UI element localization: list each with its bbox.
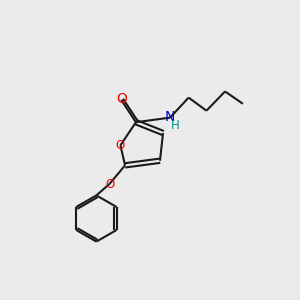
Text: O: O: [116, 92, 127, 106]
Text: H: H: [171, 119, 180, 132]
Text: O: O: [106, 178, 115, 191]
Text: O: O: [115, 139, 124, 152]
Text: N: N: [165, 110, 175, 124]
